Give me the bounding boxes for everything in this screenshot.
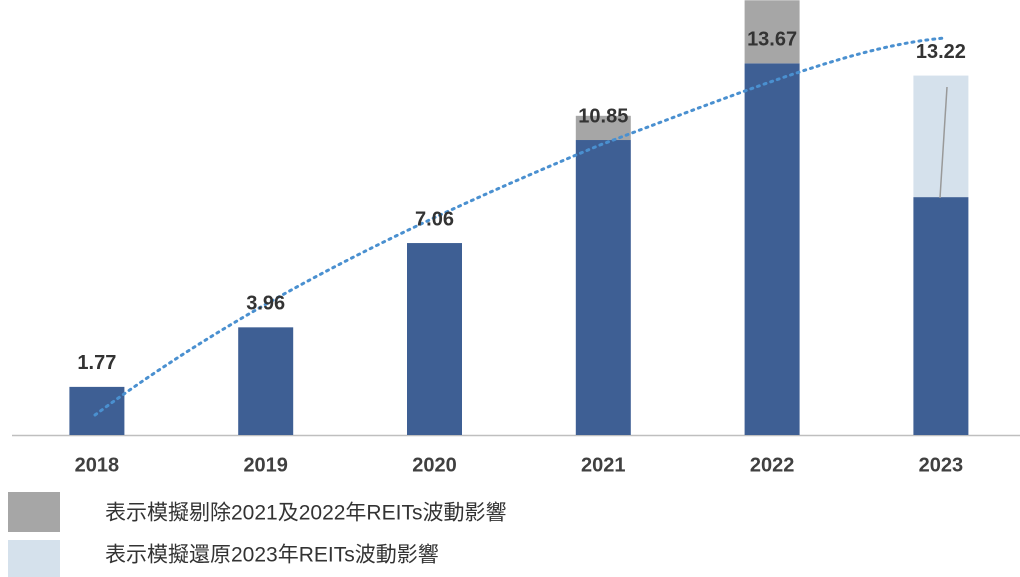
bars bbox=[69, 0, 969, 436]
data-label: 1.77 bbox=[77, 352, 116, 374]
x-tick-label: 2022 bbox=[750, 454, 795, 476]
legend-swatch bbox=[8, 540, 60, 577]
bar bbox=[744, 0, 800, 64]
legend-swatch bbox=[8, 492, 60, 532]
legend-label: 表示模擬還原2023年REITs波動影響 bbox=[105, 544, 439, 567]
x-tick-label: 2019 bbox=[243, 454, 288, 476]
bar bbox=[575, 140, 631, 435]
bar bbox=[69, 386, 125, 435]
labels: 2018 1.77 2019 3.96 2020 7.06 2021 10.85 2022 13.… bbox=[75, 29, 966, 477]
data-label: 7.06 bbox=[415, 208, 454, 230]
data-label: 10.85 bbox=[578, 105, 628, 127]
connector bbox=[939, 86, 948, 199]
x-tick-label: 2021 bbox=[581, 454, 626, 476]
data-label: 13.22 bbox=[916, 41, 966, 63]
bar bbox=[913, 197, 969, 435]
bar bbox=[238, 327, 294, 435]
data-label: 3.96 bbox=[246, 293, 285, 315]
trendline bbox=[93, 36, 947, 417]
legend-label: 表示模擬剔除2021及2022年REITs波動影響 bbox=[105, 502, 506, 525]
x-tick-label: 2018 bbox=[75, 454, 120, 476]
x-tick-label: 2023 bbox=[919, 454, 964, 476]
bar bbox=[744, 63, 800, 436]
data-label: 13.67 bbox=[747, 29, 797, 51]
bar bbox=[407, 243, 462, 435]
x-tick-label: 2020 bbox=[412, 454, 457, 476]
